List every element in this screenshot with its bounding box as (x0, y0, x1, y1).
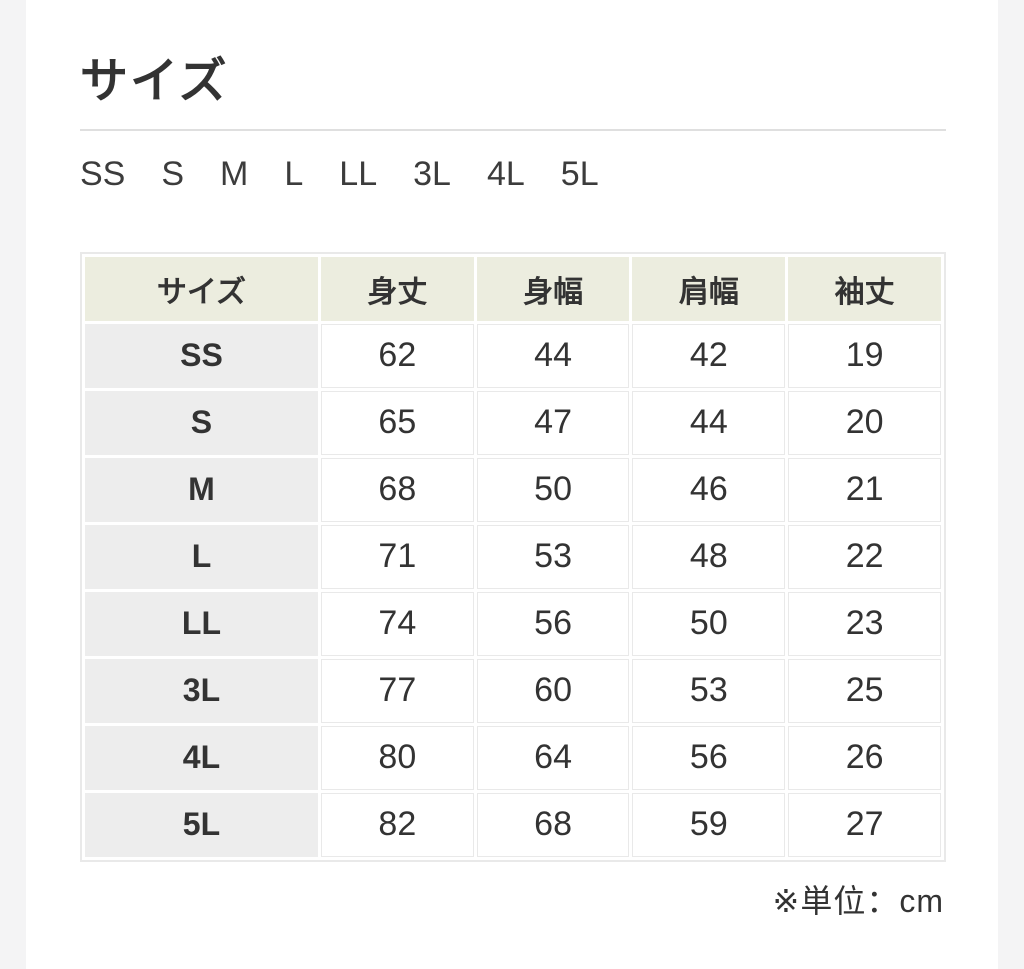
measurement-cell: 42 (632, 323, 786, 388)
column-header: 身丈 (320, 256, 474, 321)
size-option-L[interactable]: L (284, 154, 304, 193)
size-option-S[interactable]: S (161, 154, 185, 193)
size-option-LL[interactable]: LL (339, 154, 378, 193)
row-size-label: S (85, 390, 318, 455)
table-row: SS 62 44 42 19 (85, 323, 941, 388)
measurement-cell: 80 (320, 725, 474, 790)
measurement-cell: 50 (476, 457, 630, 522)
table-row: 5L 82 68 59 27 (85, 792, 941, 857)
measurement-cell: 53 (476, 524, 630, 589)
measurement-cell: 71 (320, 524, 474, 589)
size-option-4L[interactable]: 4L (486, 154, 525, 193)
measurement-cell: 68 (476, 792, 630, 857)
measurement-cell: 53 (632, 658, 786, 723)
measurement-cell: 26 (788, 725, 941, 790)
measurement-cell: 21 (788, 457, 941, 522)
measurement-cell: 46 (632, 457, 786, 522)
table-row: 3L 77 60 53 25 (85, 658, 941, 723)
measurement-cell: 82 (320, 792, 474, 857)
measurement-cell: 68 (320, 457, 474, 522)
row-size-label: 3L (85, 658, 318, 723)
measurement-cell: 74 (320, 591, 474, 656)
table-body: SS 62 44 42 19 S 65 47 44 20 M 68 50 46 21 L 71 53 48 22 LL 7… (85, 323, 941, 857)
row-size-label: M (85, 457, 318, 522)
measurement-cell: 27 (788, 792, 941, 857)
title-divider (80, 128, 946, 131)
table-header-row: サイズ 身丈 身幅 肩幅 袖丈 (85, 256, 941, 321)
measurement-cell: 23 (788, 591, 941, 656)
measurement-cell: 25 (788, 658, 941, 723)
column-header: サイズ (85, 256, 318, 321)
table-row: S 65 47 44 20 (85, 390, 941, 455)
size-section-panel: サイズ SS S M L LL 3L 4L 5L サイズ 身丈 身幅 肩幅 袖丈 SS 62 44 42 19… (26, 0, 998, 969)
size-chart-table: サイズ 身丈 身幅 肩幅 袖丈 SS 62 44 42 19 S 65 47 44 20 M 68 50 46 21… (80, 251, 946, 862)
column-header: 肩幅 (632, 256, 786, 321)
column-header: 袖丈 (788, 256, 941, 321)
size-option-3L[interactable]: 3L (413, 154, 451, 193)
size-option-SS[interactable]: SS (80, 154, 126, 193)
measurement-cell: 77 (320, 658, 474, 723)
row-size-label: L (85, 524, 318, 589)
measurement-cell: 48 (632, 524, 786, 589)
measurement-cell: 60 (476, 658, 630, 723)
column-header: 身幅 (476, 256, 630, 321)
measurement-cell: 65 (320, 390, 474, 455)
measurement-cell: 19 (788, 323, 941, 388)
measurement-cell: 44 (632, 390, 786, 455)
measurement-cell: 59 (632, 792, 786, 857)
measurement-cell: 20 (788, 390, 941, 455)
row-size-label: 4L (85, 725, 318, 790)
unit-note: ※単位：cm (772, 882, 944, 919)
measurement-cell: 56 (632, 725, 786, 790)
section-title: サイズ (80, 55, 229, 108)
size-selector: SS S M L LL 3L 4L 5L (80, 155, 946, 194)
measurement-cell: 56 (476, 591, 630, 656)
table-row: 4L 80 64 56 26 (85, 725, 941, 790)
row-size-label: SS (85, 323, 318, 388)
measurement-cell: 50 (632, 591, 786, 656)
measurement-cell: 62 (320, 323, 474, 388)
size-option-M[interactable]: M (220, 154, 249, 193)
measurement-cell: 47 (476, 390, 630, 455)
table-row: M 68 50 46 21 (85, 457, 941, 522)
row-size-label: LL (85, 591, 318, 656)
measurement-cell: 22 (788, 524, 941, 589)
measurement-cell: 44 (476, 323, 630, 388)
measurement-cell: 64 (476, 725, 630, 790)
table-row: L 71 53 48 22 (85, 524, 941, 589)
size-option-5L[interactable]: 5L (560, 154, 599, 193)
row-size-label: 5L (85, 792, 318, 857)
table-row: LL 74 56 50 23 (85, 591, 941, 656)
